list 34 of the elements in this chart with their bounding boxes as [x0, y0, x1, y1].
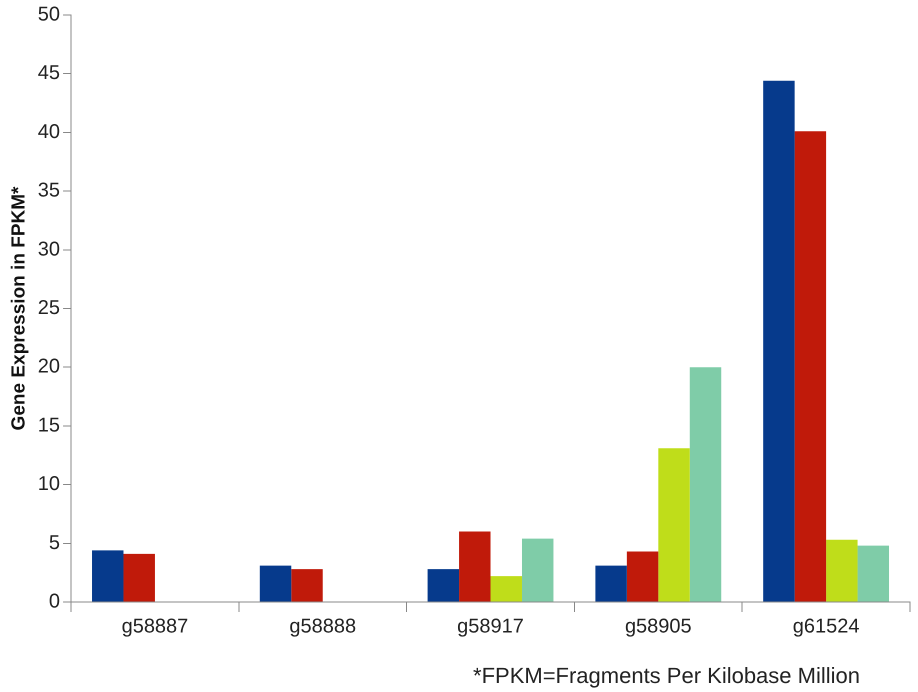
bar: [123, 554, 155, 602]
x-tick-label: g58905: [624, 616, 692, 638]
y-tick-label: 40: [38, 120, 60, 143]
y-tick-label: 35: [38, 180, 60, 202]
x-tick-label: g58888: [289, 616, 356, 638]
bar: [522, 538, 554, 602]
bar: [595, 566, 627, 602]
y-tick-label: 50: [38, 4, 60, 26]
y-tick-label: 30: [38, 238, 60, 260]
y-tick-label: 45: [38, 62, 60, 84]
bar: [92, 550, 124, 602]
bar: [658, 448, 690, 602]
x-tick-label: g58887: [122, 616, 188, 638]
bar: [763, 80, 795, 602]
y-axis-title: Gene Expression in FPKM*: [8, 186, 30, 430]
bar: [459, 532, 491, 602]
x-tick-label: g61524: [792, 616, 860, 638]
bar: [490, 576, 522, 602]
bar: [794, 131, 826, 602]
bar: [826, 540, 858, 602]
bar: [291, 569, 323, 602]
x-tick-label: g58917: [457, 616, 524, 638]
bar: [626, 552, 658, 602]
y-tick-label: 0: [48, 590, 60, 613]
bar: [428, 569, 460, 602]
y-tick-label: 25: [38, 297, 60, 320]
bar: [858, 546, 890, 602]
y-tick-label: 5: [48, 532, 60, 554]
bar: [690, 367, 722, 602]
y-tick-label: 10: [38, 473, 60, 496]
y-tick-label: 15: [38, 414, 60, 436]
bar: [260, 566, 292, 602]
y-tick-label: 20: [38, 356, 60, 378]
text: *FPKM=Fragments Per Kilobase Million: [473, 663, 860, 688]
